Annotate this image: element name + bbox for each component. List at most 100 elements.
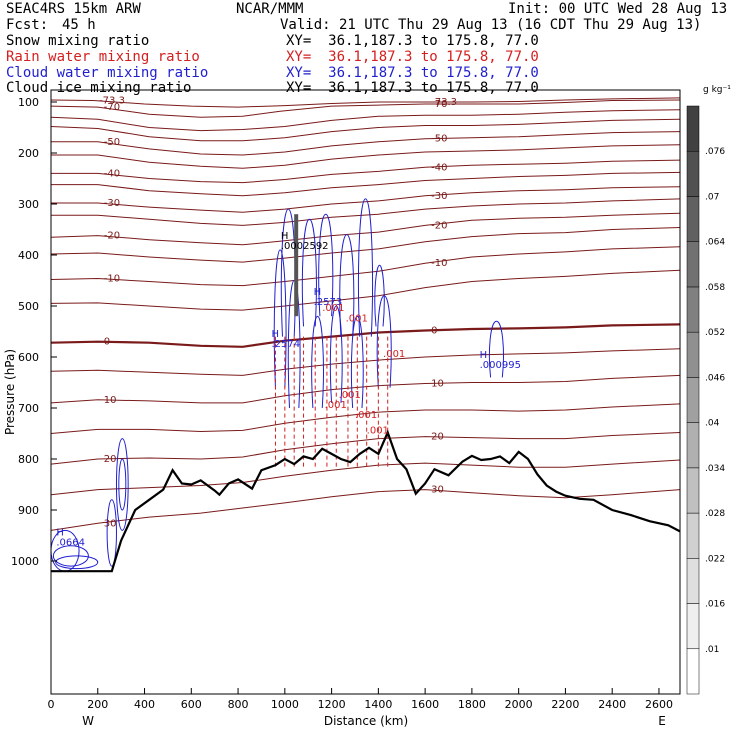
isotherm-m35 (51, 171, 681, 197)
rain-contour-label: .001 (325, 400, 347, 411)
isotherm-m25 (51, 198, 681, 226)
x-axis-west-label: W (82, 714, 94, 728)
isotherm-label-1: -50 (431, 134, 447, 145)
header-model: SEAC4RS 15km ARW (6, 1, 141, 17)
field-xy-snow: XY= 36.1,187.3 to 175.8, 77.0 (286, 33, 539, 49)
isotherm-label-0: -70 (104, 102, 120, 113)
colorbar-tick-label: .01 (705, 645, 719, 655)
colorbar-tick-label: .07 (705, 192, 719, 202)
y-tick-label: 300 (18, 198, 39, 211)
isotherm-label-0: 30 (104, 518, 117, 529)
colorbar-swatch (686, 512, 700, 559)
isotherm-label-0: 10 (104, 395, 117, 406)
extremum-marker: H (271, 329, 279, 340)
isotherm-m5 (50, 269, 681, 311)
isotherm-15 (50, 403, 681, 434)
isotherm-label-1: -70 (431, 99, 447, 110)
isotherm-m45 (51, 144, 681, 169)
isotherm-20 (50, 432, 681, 465)
peak-value-label: .000995 (480, 360, 521, 371)
cloud-water-contour (374, 264, 385, 327)
cloud-water-contour (318, 213, 334, 317)
extremum-marker: H (56, 528, 64, 539)
colorbar-tick-label: .058 (705, 283, 725, 293)
peak-value-label: .2573 (314, 297, 343, 308)
plot-frame (50, 89, 681, 695)
x-axis: 0 200 400 600 800 1000 1200 1400 1600 1800 2000 220… (48, 688, 673, 711)
colorbar-unit: g kg⁻¹ (703, 85, 731, 95)
isotherm-label-1: -10 (431, 258, 447, 269)
isotherm-m15 (50, 227, 681, 263)
isotherm-m10 (50, 246, 681, 287)
field-label-rain: Rain water mixing ratio (6, 49, 200, 65)
isotherm-label-1: -73.3 (431, 97, 457, 108)
cloud-water-contour (106, 499, 117, 567)
field-label-cloud-water: Cloud water mixing ratio (6, 65, 209, 81)
x-tick-label: 1600 (411, 698, 439, 711)
isotherm-0 (50, 323, 681, 348)
x-tick-label: 1000 (271, 698, 299, 711)
x-tick-label: 400 (134, 698, 155, 711)
colorbar-swatch (686, 377, 700, 423)
header-fcst-value: 45 h (62, 17, 96, 33)
cloud-water-contour (488, 320, 504, 378)
field-label-cloud-ice: Cloud ice mixing ratio (6, 80, 192, 96)
isotherm-label-1: -20 (431, 220, 447, 231)
colorbar-tick-label: .076 (705, 147, 725, 157)
cloud-water-contour (287, 279, 301, 409)
colorbar-swatch (686, 150, 700, 197)
colorbar: .01 .016 .022 .028 .034 .04 .046 .052 .058 .064 .0… (686, 105, 725, 695)
extremum-marker: H (281, 231, 289, 242)
cloud-water-contour (350, 315, 364, 409)
isotherm-label-0: -73.3 (99, 95, 125, 106)
rain-contour-label: .001 (383, 349, 405, 360)
extremum-marker: H (314, 287, 322, 298)
isotherm-m20 (50, 212, 681, 246)
colorbar-swatch (686, 241, 700, 288)
isotherm-label-1: 20 (431, 432, 444, 443)
isotherm-label-1: 0 (431, 325, 437, 336)
colorbar-tick-label: .052 (705, 328, 725, 338)
cloud-water-contour (52, 545, 89, 567)
x-axis-title: Distance (km) (324, 714, 408, 728)
isotherm-label-1: -30 (431, 191, 447, 202)
y-tick-label: 800 (18, 453, 39, 466)
isotherm-25 (50, 459, 681, 496)
cloud-water-contour (311, 315, 324, 409)
colorbar-swatch (686, 105, 700, 152)
colorbar-swatch (686, 286, 700, 333)
colorbar-tick-label: .064 (705, 238, 725, 248)
isotherm-label-0: -10 (104, 273, 120, 284)
cloud-water-contour (280, 208, 296, 337)
cloud-water-contour (301, 218, 317, 327)
terrain-profile (51, 429, 681, 573)
cloud-water-contour (118, 458, 127, 511)
x-tick-label: 200 (87, 698, 108, 711)
isotherm-label-0: 20 (104, 454, 117, 465)
y-tick-label: 700 (18, 402, 39, 415)
rain-contour-label: .001 (322, 303, 344, 314)
rain-contour-label: .001 (367, 426, 389, 437)
isotherm-label-0: -30 (104, 198, 120, 209)
colorbar-swatch (686, 603, 700, 650)
y-tick-label: 100 (18, 96, 39, 109)
terrain-line (51, 429, 681, 573)
isotherm-label-1: 30 (431, 485, 444, 496)
y-axis-title: Pressure (hPa) (3, 349, 17, 435)
isotherm-m55 (50, 118, 681, 142)
isotherm-label-0: -20 (104, 231, 120, 242)
x-tick-label: 2200 (551, 698, 579, 711)
isotherm-m50 (51, 131, 681, 156)
rain-contour-label: .001 (355, 410, 377, 421)
colorbar-tick-label: .016 (705, 600, 725, 610)
hydrometeor-contours (50, 198, 504, 572)
isotherm-m70 (50, 99, 681, 118)
colorbar-swatch (686, 331, 700, 378)
isotherm-label-0: -40 (104, 168, 120, 179)
field-xy-cloud-water: XY= 36.1,187.3 to 175.8, 77.0 (286, 65, 539, 81)
y-tick-label: 200 (18, 147, 39, 160)
colorbar-swatch (686, 422, 700, 469)
isotherm-m60 (50, 109, 681, 132)
cloud-water-contour (339, 234, 355, 337)
